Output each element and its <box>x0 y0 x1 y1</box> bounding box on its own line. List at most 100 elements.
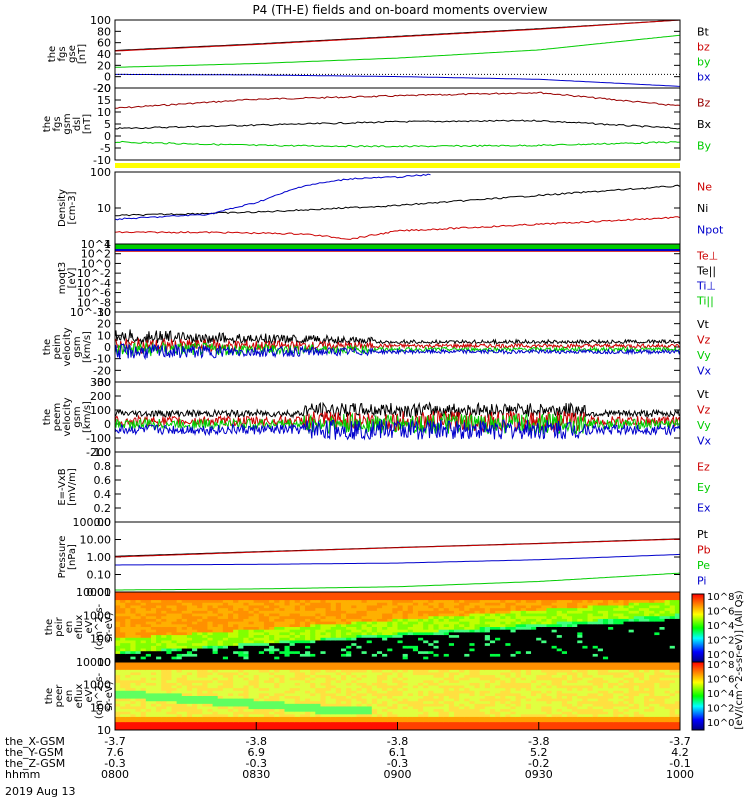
heatmap-cell <box>161 651 167 655</box>
heatmap-cell <box>161 592 167 596</box>
heatmap-cell <box>613 624 619 628</box>
heatmap-cell <box>263 600 270 604</box>
heatmap-cell <box>294 616 301 620</box>
heatmap-cell <box>376 682 383 687</box>
heatmap-cell <box>674 621 681 625</box>
heatmap-cell <box>464 688 470 692</box>
heatmap-cell <box>263 706 270 710</box>
heatmap-cell <box>310 711 316 715</box>
heatmap-cell <box>454 597 460 601</box>
heatmap-cell <box>207 605 214 609</box>
heatmap-cell <box>335 701 342 705</box>
heatmap-cell <box>212 667 219 671</box>
heatmap-cell <box>130 682 137 687</box>
heatmap-cell <box>376 600 383 604</box>
heatmap-cell <box>448 653 455 658</box>
heatmap-cell <box>520 635 527 639</box>
heatmap-cell <box>346 627 352 631</box>
heatmap-cell <box>644 629 650 633</box>
heatmap-cell <box>222 592 229 596</box>
heatmap-cell <box>495 608 501 612</box>
heatmap-cell <box>346 677 352 681</box>
heatmap-cell <box>505 613 511 617</box>
heatmap-cell <box>243 659 250 663</box>
heatmap-cell <box>597 643 604 647</box>
heatmap-cell <box>438 632 445 636</box>
heatmap-cell <box>489 651 496 655</box>
heatmap-cell <box>474 656 481 660</box>
heatmap-cell <box>412 669 419 673</box>
heatmap-cell <box>582 597 589 601</box>
heatmap-cell <box>469 706 476 710</box>
heatmap-cell <box>567 597 573 601</box>
heatmap-cell <box>418 610 424 615</box>
heatmap-cell <box>618 645 624 650</box>
heatmap-cell <box>572 635 578 639</box>
heatmap-cell <box>659 645 666 650</box>
heatmap-cell <box>212 714 219 718</box>
heatmap-cell <box>171 618 178 623</box>
ytick-fgs: 60 <box>97 37 111 50</box>
heatmap-cell <box>418 724 424 728</box>
heatmap-cell <box>546 645 553 650</box>
heatmap-cell <box>469 664 476 668</box>
heatmap-cell <box>628 659 635 663</box>
heatmap-cell <box>356 709 363 713</box>
heatmap-cell <box>238 608 244 612</box>
heatmap-cell <box>186 685 193 689</box>
heatmap-cell <box>397 613 404 617</box>
heatmap-cell <box>613 635 619 639</box>
heatmap-cell <box>428 621 434 625</box>
heatmap-cell <box>500 618 506 623</box>
heatmap-cell <box>135 727 142 731</box>
heatmap-cell <box>135 706 142 710</box>
heatmap-cell <box>567 592 573 596</box>
heatmap-cell <box>310 677 316 681</box>
heatmap-cell <box>423 608 429 612</box>
heatmap-cell <box>274 653 280 658</box>
heatmap-cell <box>258 610 265 615</box>
heatmap-cell <box>222 667 229 671</box>
heatmap-cell <box>228 669 234 673</box>
legend-efield-Ex: Ex <box>697 502 711 515</box>
heatmap-cell <box>192 696 198 700</box>
heatmap-cell <box>305 669 311 673</box>
heatmap-cell <box>289 682 296 687</box>
heatmap-cell <box>115 651 121 655</box>
heatmap-cell <box>638 594 645 598</box>
heatmap-cell <box>233 724 239 728</box>
heatmap-cell <box>294 624 301 628</box>
heatmap-cell <box>161 597 167 601</box>
heatmap-cell <box>135 714 142 718</box>
series-fgs-gsm-By <box>114 140 681 148</box>
heatmap-cell <box>541 645 547 650</box>
heatmap-cell <box>279 632 285 636</box>
heatmap-cell <box>186 594 193 598</box>
heatmap-cell <box>243 616 250 620</box>
series-fgs-gsm-Bx <box>114 119 681 130</box>
heatmap-cell <box>145 594 152 598</box>
heatmap-cell <box>387 714 393 718</box>
heatmap-cell <box>176 719 183 723</box>
heatmap-cell <box>186 677 193 681</box>
heatmap-cell <box>212 701 219 705</box>
heatmap-cell <box>536 616 542 620</box>
heatmap-cell <box>212 662 219 666</box>
heatmap-cell <box>135 677 142 681</box>
heatmap-cell <box>418 592 424 596</box>
heatmap-cell <box>351 618 357 623</box>
heatmap-cell <box>397 727 404 731</box>
heatmap-cell <box>279 662 285 666</box>
heatmap-cell <box>161 662 167 666</box>
heatmap-cell <box>233 632 239 636</box>
heatmap-cell <box>459 662 465 666</box>
heatmap-cell <box>284 724 291 728</box>
heatmap-cell <box>433 682 440 687</box>
heatmap-cell <box>536 600 542 604</box>
heatmap-cell <box>341 605 347 609</box>
heatmap-cell <box>238 624 244 628</box>
heatmap-cell <box>161 618 167 623</box>
heatmap-cell <box>238 724 244 728</box>
heatmap-cell <box>402 672 409 676</box>
heatmap-cell <box>351 645 357 650</box>
